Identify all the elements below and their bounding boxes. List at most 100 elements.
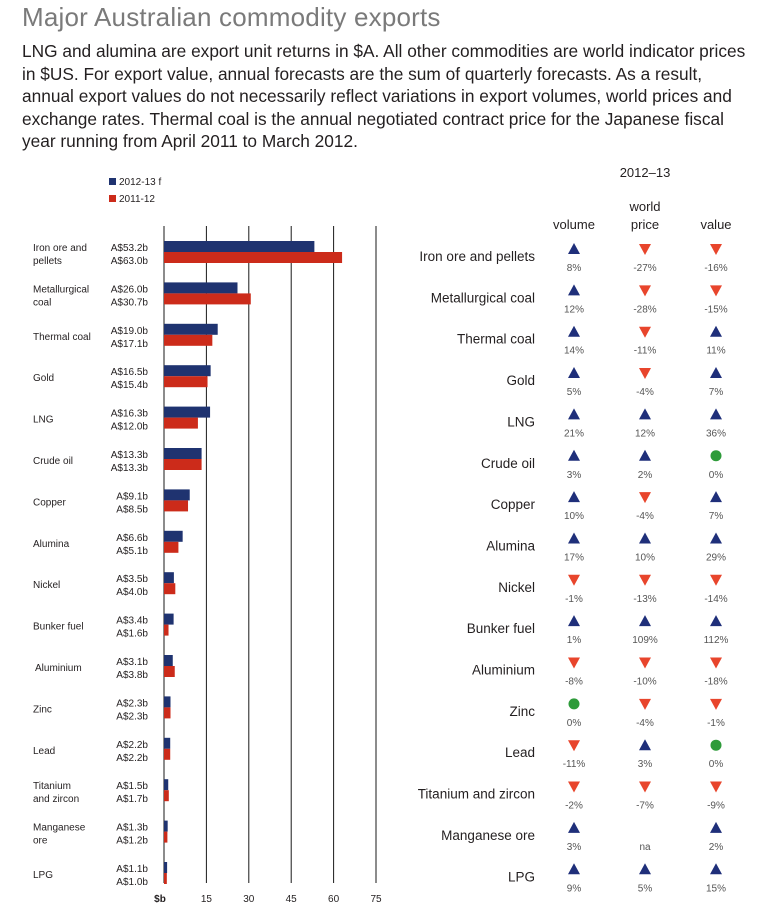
bar-2011-12 bbox=[164, 500, 189, 512]
change-percent: -4% bbox=[636, 511, 654, 522]
change-percent: -4% bbox=[636, 718, 654, 729]
row-label: Manganese ore bbox=[441, 828, 535, 843]
category-label: Metallurgical bbox=[33, 284, 89, 295]
up-triangle-icon bbox=[710, 863, 722, 875]
legend-swatch-2011-12 bbox=[109, 195, 116, 202]
no-change-circle-icon bbox=[710, 739, 722, 751]
category-label: and zircon bbox=[33, 794, 79, 805]
bar-value-label-2012-13: A$1.3b bbox=[116, 823, 148, 834]
bar-2012-13 bbox=[164, 489, 190, 501]
up-triangle-icon bbox=[568, 325, 580, 337]
category-label: Bunker fuel bbox=[33, 622, 84, 633]
change-percent: 2% bbox=[709, 842, 724, 853]
x-tick-label: 75 bbox=[370, 894, 382, 905]
category-label: Thermal coal bbox=[33, 332, 91, 343]
up-triangle-icon bbox=[639, 739, 651, 751]
down-triangle-icon bbox=[710, 657, 722, 669]
category-label: Manganese bbox=[33, 823, 86, 834]
down-triangle-icon bbox=[639, 244, 651, 255]
bar-2011-12 bbox=[164, 334, 213, 346]
down-triangle-icon bbox=[639, 657, 651, 669]
up-triangle-icon bbox=[568, 284, 580, 296]
bar-2011-12 bbox=[164, 707, 171, 719]
change-percent: -16% bbox=[704, 263, 727, 274]
bar-2011-12 bbox=[164, 790, 169, 802]
bar-2011-12 bbox=[164, 376, 208, 388]
bar-value-label-2011-12: A$17.1b bbox=[111, 339, 149, 350]
up-triangle-icon bbox=[639, 615, 651, 627]
bar-2012-13 bbox=[164, 613, 174, 625]
x-tick-label: 30 bbox=[243, 894, 255, 905]
up-triangle-icon bbox=[568, 408, 580, 420]
change-percent: 112% bbox=[704, 635, 729, 646]
change-percent: 0% bbox=[709, 759, 724, 770]
down-triangle-icon bbox=[639, 285, 651, 297]
table-title: 2012–13 bbox=[620, 165, 671, 180]
category-label: pellets bbox=[33, 256, 62, 267]
page-title: Major Australian commodity exports bbox=[22, 2, 441, 32]
bar-value-label-2011-12: A$1.7b bbox=[116, 794, 148, 805]
change-percent: -14% bbox=[704, 594, 727, 605]
row-label: LNG bbox=[507, 414, 535, 429]
category-label: ore bbox=[33, 836, 48, 847]
change-percent: 12% bbox=[564, 304, 584, 315]
change-percent: 8% bbox=[567, 263, 582, 274]
bar-2012-13 bbox=[164, 862, 168, 873]
bar-2011-12 bbox=[164, 873, 167, 884]
change-percent: 12% bbox=[635, 428, 655, 439]
change-percent: 3% bbox=[567, 842, 582, 853]
bar-value-label-2011-12: A$63.0b bbox=[111, 256, 149, 267]
bar-2011-12 bbox=[164, 252, 343, 263]
change-percent: 5% bbox=[567, 387, 582, 398]
change-percent: 1% bbox=[567, 635, 582, 646]
change-percent: -9% bbox=[707, 801, 725, 812]
bar-value-label-2012-13: A$16.3b bbox=[111, 409, 149, 420]
bar-2012-13 bbox=[164, 779, 169, 791]
up-triangle-icon bbox=[710, 532, 722, 544]
column-header: price bbox=[631, 217, 659, 232]
change-percent: -28% bbox=[633, 304, 656, 315]
up-triangle-icon bbox=[568, 615, 580, 627]
bar-2011-12 bbox=[164, 666, 175, 677]
bar-value-label-2012-13: A$9.1b bbox=[116, 491, 148, 502]
up-triangle-icon bbox=[639, 532, 651, 544]
bar-value-label-2012-13: A$3.5b bbox=[116, 574, 148, 585]
up-triangle-icon bbox=[568, 532, 580, 544]
bar-2012-13 bbox=[164, 365, 211, 377]
bar-2012-13 bbox=[164, 406, 211, 418]
bar-value-label-2011-12: A$12.0b bbox=[111, 422, 149, 433]
change-percent: na bbox=[639, 842, 651, 853]
down-triangle-icon bbox=[710, 244, 722, 255]
bar-value-label-2011-12: A$13.3b bbox=[111, 463, 149, 474]
bar-2011-12 bbox=[164, 541, 179, 553]
bar-value-label-2012-13: A$13.3b bbox=[111, 450, 149, 461]
change-percent: 2% bbox=[638, 470, 653, 481]
down-triangle-icon bbox=[568, 740, 580, 752]
no-change-circle-icon bbox=[568, 698, 580, 710]
bar-2011-12 bbox=[164, 293, 251, 305]
bar-value-label-2011-12: A$15.4b bbox=[111, 380, 149, 391]
down-triangle-icon bbox=[639, 492, 651, 504]
up-triangle-icon bbox=[710, 325, 722, 337]
down-triangle-icon bbox=[710, 781, 722, 793]
up-triangle-icon bbox=[568, 449, 580, 461]
change-percent: -13% bbox=[633, 594, 656, 605]
change-percent: -15% bbox=[704, 304, 727, 315]
change-percent: 10% bbox=[564, 511, 584, 522]
category-label: LPG bbox=[33, 870, 53, 881]
up-triangle-icon bbox=[639, 449, 651, 461]
change-percent: 14% bbox=[564, 346, 584, 357]
x-tick-label: 45 bbox=[286, 894, 298, 905]
row-label: Iron ore and pellets bbox=[419, 249, 535, 264]
bar-2012-13 bbox=[164, 572, 174, 584]
category-label: Crude oil bbox=[33, 456, 73, 467]
row-label: Titanium and zircon bbox=[418, 787, 535, 802]
up-triangle-icon bbox=[710, 491, 722, 503]
row-label: Lead bbox=[505, 745, 535, 760]
row-label: Thermal coal bbox=[457, 332, 535, 347]
category-label: Gold bbox=[33, 373, 54, 384]
up-triangle-icon bbox=[568, 863, 580, 875]
change-percent: -1% bbox=[707, 718, 725, 729]
down-triangle-icon bbox=[568, 657, 580, 669]
row-label: Gold bbox=[506, 373, 535, 388]
